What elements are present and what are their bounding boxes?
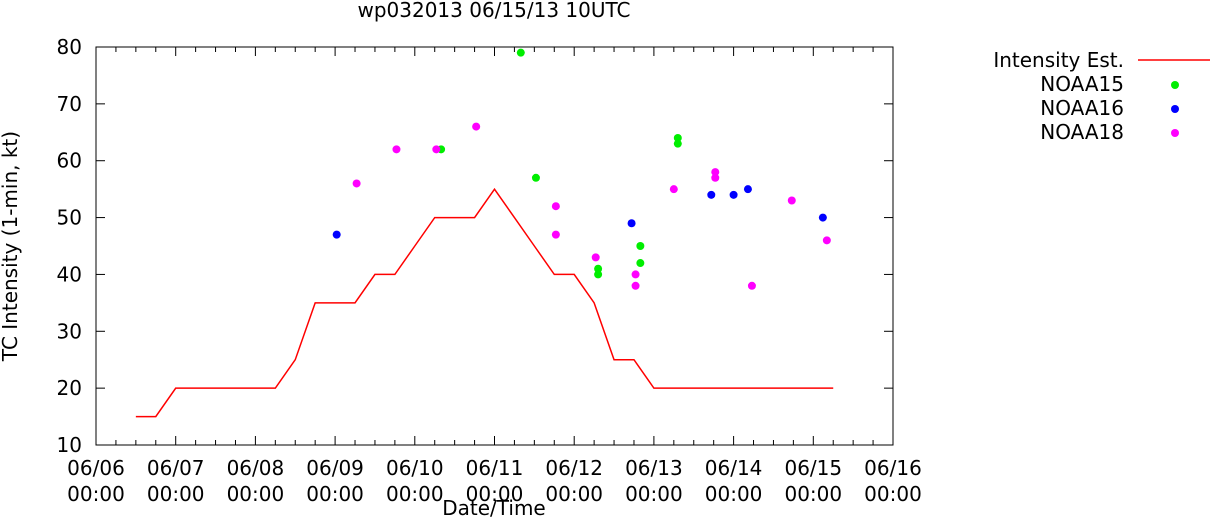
y-tick-label: 60 — [57, 149, 82, 173]
y-tick-label: 40 — [57, 262, 82, 286]
x-tick-label-time: 00:00 — [784, 482, 842, 506]
data-point — [747, 281, 756, 290]
x-tick-label-time: 00:00 — [466, 482, 524, 506]
y-tick-label: 10 — [57, 433, 82, 457]
y-tick-label: 20 — [57, 376, 82, 400]
legend-label: NOAA18 — [1040, 120, 1124, 144]
data-point — [818, 213, 827, 222]
x-axis-label: Date/Time — [442, 496, 546, 517]
data-point — [631, 270, 640, 279]
y-tick-label: 50 — [57, 206, 82, 230]
data-point — [551, 202, 560, 211]
legend-swatch-dot — [1171, 105, 1179, 113]
data-point — [711, 173, 720, 182]
data-point — [711, 168, 720, 177]
series-noaa18 — [352, 122, 831, 290]
data-point — [627, 219, 636, 228]
x-tick-label-time: 00:00 — [864, 482, 922, 506]
x-tick-label-time: 00:00 — [386, 482, 444, 506]
y-tick-labels: 10 20 30 40 50 60 70 80 — [57, 35, 82, 457]
data-point — [591, 253, 600, 262]
data-point — [551, 230, 560, 239]
series-noaa16 — [332, 185, 827, 239]
data-point — [787, 196, 796, 205]
legend-label: NOAA16 — [1040, 96, 1124, 120]
intensity-line — [135, 187, 834, 418]
series-noaa15 — [437, 48, 682, 279]
axis-ticks — [95, 46, 894, 446]
x-tick-label-date: 06/15 — [784, 456, 842, 480]
data-point — [822, 236, 831, 245]
x-tick-label-date: 06/14 — [705, 456, 763, 480]
x-tick-label-date: 06/16 — [864, 456, 922, 480]
legend-label: Intensity Est. — [993, 48, 1124, 72]
data-point — [392, 145, 401, 154]
x-tick-labels: 06/0600:0006/0700:0006/0800:0006/0900:00… — [67, 456, 922, 506]
x-tick-label-date: 06/09 — [306, 456, 364, 480]
data-point — [332, 230, 341, 239]
data-point — [594, 270, 603, 279]
legend-swatch-dot — [1171, 81, 1179, 89]
x-tick-label-date: 06/06 — [67, 456, 125, 480]
x-tick-label-date: 06/13 — [625, 456, 683, 480]
x-tick-label-time: 00:00 — [147, 482, 205, 506]
data-point — [516, 48, 525, 57]
x-tick-label-date: 06/07 — [147, 456, 205, 480]
y-tick-label: 70 — [57, 92, 82, 116]
data-point — [673, 133, 682, 142]
data-point — [432, 145, 441, 154]
y-tick-label: 30 — [57, 319, 82, 343]
plot-frame — [95, 46, 894, 446]
data-point — [707, 190, 716, 199]
legend-swatch-dot — [1171, 129, 1179, 137]
data-point — [594, 264, 603, 273]
x-tick-label-date: 06/12 — [545, 456, 603, 480]
data-point — [636, 259, 645, 268]
data-point — [636, 242, 645, 250]
x-tick-label-time: 00:00 — [625, 482, 683, 506]
x-tick-label-time: 00:00 — [227, 482, 285, 506]
y-tick-label: 80 — [57, 35, 82, 59]
chart-title: wp032013 06/15/13 10UTC — [357, 0, 630, 22]
data-point — [729, 190, 738, 199]
data-point — [743, 185, 752, 194]
x-tick-label-time: 00:00 — [545, 482, 603, 506]
x-tick-label-time: 00:00 — [705, 482, 763, 506]
x-tick-label-date: 06/10 — [386, 456, 444, 480]
data-point — [472, 122, 481, 131]
legend-label: NOAA15 — [1040, 72, 1124, 96]
data-point — [352, 179, 361, 188]
data-point — [631, 281, 640, 290]
data-point — [531, 173, 540, 182]
data-point — [673, 139, 682, 148]
x-tick-label-date: 06/08 — [227, 456, 285, 480]
x-tick-label-time: 00:00 — [67, 482, 125, 506]
data-point — [669, 185, 678, 194]
series-layer — [135, 48, 834, 418]
y-axis-label: TC Intensity (1-min, kt) — [0, 131, 22, 362]
x-tick-label-time: 00:00 — [306, 482, 364, 506]
x-tick-label-date: 06/11 — [466, 456, 524, 480]
